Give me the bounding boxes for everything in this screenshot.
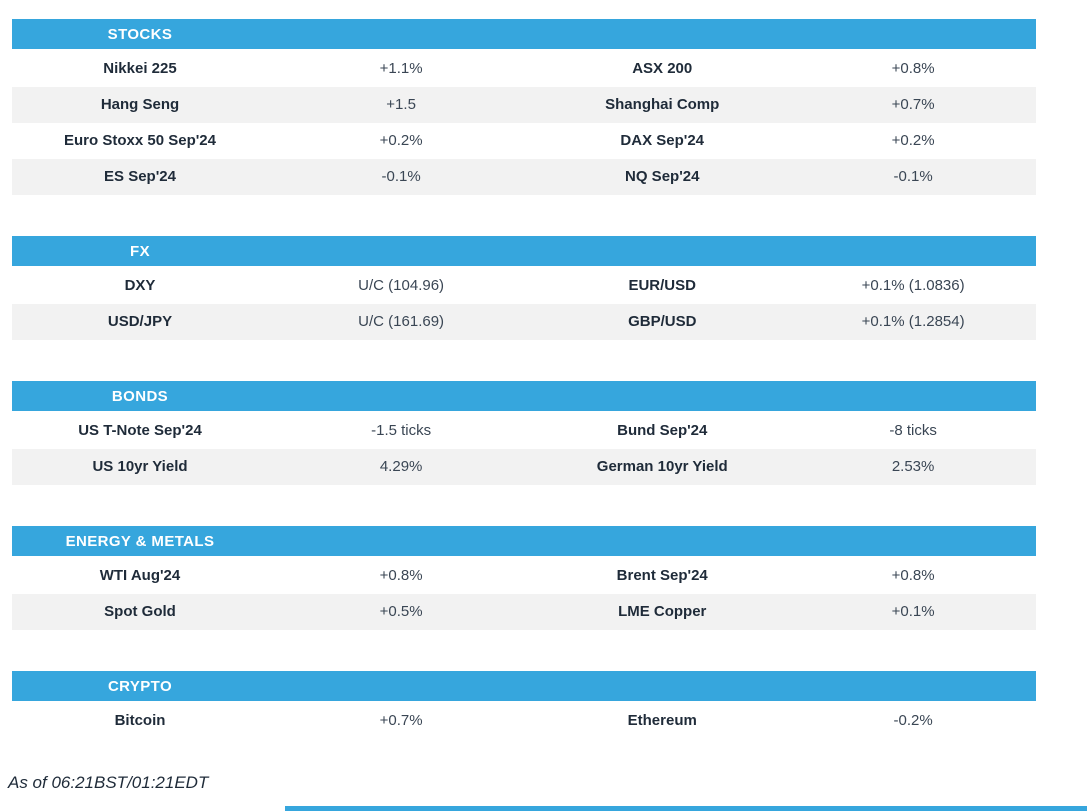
section-header-energy-metals: ENERGY & METALS xyxy=(12,526,1036,556)
section-stocks: STOCKS Nikkei 225 +1.1% ASX 200 +0.8% Ha… xyxy=(12,19,1036,195)
instrument-label: ES Sep'24 xyxy=(104,168,176,185)
change-value: +0.5% xyxy=(379,603,423,620)
change-value: +0.7% xyxy=(891,96,935,113)
instrument-label: WTI Aug'24 xyxy=(99,567,181,584)
section-rows: US T-Note Sep'24 -1.5 ticks Bund Sep'24 … xyxy=(12,413,1036,485)
section-rows: Nikkei 225 +1.1% ASX 200 +0.8% Hang Seng… xyxy=(12,51,1036,195)
section-header-stocks: STOCKS xyxy=(12,19,1036,49)
section-header-crypto: CRYPTO xyxy=(12,671,1036,701)
instrument-label: Shanghai Comp xyxy=(605,96,720,113)
table-row: USD/JPY U/C (161.69) GBP/USD +0.1% (1.28… xyxy=(12,304,1036,340)
instrument-label: GBP/USD xyxy=(628,313,697,330)
change-value: +0.1% (1.0836) xyxy=(861,277,965,294)
change-value: +1.1% xyxy=(379,60,423,77)
change-value: U/C (161.69) xyxy=(358,313,445,330)
instrument-label: DAX Sep'24 xyxy=(620,132,705,149)
section-title: CRYPTO xyxy=(107,677,173,695)
instrument-label: DXY xyxy=(124,277,156,294)
change-value: +0.1% (1.2854) xyxy=(861,313,965,330)
timestamp-note: As of 06:21BST/01:21EDT xyxy=(8,773,209,792)
instrument-label: EUR/USD xyxy=(628,277,696,294)
section-title: BONDS xyxy=(111,387,169,405)
cutoff-section-header-bar xyxy=(285,806,1087,811)
section-energy-metals: ENERGY & METALS WTI Aug'24 +0.8% Brent S… xyxy=(12,526,1036,630)
instrument-label: Euro Stoxx 50 Sep'24 xyxy=(64,132,216,149)
change-value: -0.1% xyxy=(381,168,421,185)
instrument-label: Bitcoin xyxy=(114,712,166,729)
instrument-label: US T-Note Sep'24 xyxy=(78,422,202,439)
instrument-label: ASX 200 xyxy=(632,60,693,77)
section-header-fx: FX xyxy=(12,236,1036,266)
instrument-label: Brent Sep'24 xyxy=(616,567,708,584)
market-tables: STOCKS Nikkei 225 +1.1% ASX 200 +0.8% Ha… xyxy=(12,19,1036,780)
change-value: -0.2% xyxy=(893,712,933,729)
instrument-label: German 10yr Yield xyxy=(596,458,728,475)
instrument-label: Nikkei 225 xyxy=(103,60,177,77)
change-value: 2.53% xyxy=(891,458,935,475)
instrument-label: Hang Seng xyxy=(100,96,180,113)
instrument-label: LME Copper xyxy=(618,603,707,620)
table-row: ES Sep'24 -0.1% NQ Sep'24 -0.1% xyxy=(12,159,1036,195)
section-fx: FX DXY U/C (104.96) EUR/USD +0.1% (1.083… xyxy=(12,236,1036,340)
instrument-label: US 10yr Yield xyxy=(92,458,188,475)
change-value: -1.5 ticks xyxy=(371,422,432,439)
change-value: +0.8% xyxy=(891,567,935,584)
change-value: 4.29% xyxy=(379,458,423,475)
table-row: Hang Seng +1.5 Shanghai Comp +0.7% xyxy=(12,87,1036,123)
change-value: +0.8% xyxy=(891,60,935,77)
change-value: +0.2% xyxy=(891,132,935,149)
table-row: DXY U/C (104.96) EUR/USD +0.1% (1.0836) xyxy=(12,268,1036,304)
section-rows: WTI Aug'24 +0.8% Brent Sep'24 +0.8% Spot… xyxy=(12,558,1036,630)
table-row: Nikkei 225 +1.1% ASX 200 +0.8% xyxy=(12,51,1036,87)
instrument-label: Bund Sep'24 xyxy=(617,422,708,439)
table-row: Euro Stoxx 50 Sep'24 +0.2% DAX Sep'24 +0… xyxy=(12,123,1036,159)
section-crypto: CRYPTO Bitcoin +0.7% Ethereum -0.2% xyxy=(12,671,1036,739)
section-title: FX xyxy=(130,242,150,260)
change-value: -0.1% xyxy=(893,168,933,185)
section-title: ENERGY & METALS xyxy=(65,532,215,550)
table-row: WTI Aug'24 +0.8% Brent Sep'24 +0.8% xyxy=(12,558,1036,594)
change-value: +1.5 xyxy=(386,96,416,113)
change-value: +0.8% xyxy=(379,567,423,584)
change-value: U/C (104.96) xyxy=(358,277,445,294)
change-value: +0.2% xyxy=(379,132,423,149)
table-row: US T-Note Sep'24 -1.5 ticks Bund Sep'24 … xyxy=(12,413,1036,449)
table-row: US 10yr Yield 4.29% German 10yr Yield 2.… xyxy=(12,449,1036,485)
section-rows: DXY U/C (104.96) EUR/USD +0.1% (1.0836) … xyxy=(12,268,1036,340)
instrument-label: NQ Sep'24 xyxy=(625,168,700,185)
section-rows: Bitcoin +0.7% Ethereum -0.2% xyxy=(12,703,1036,739)
change-value: +0.1% xyxy=(891,603,935,620)
section-bonds: BONDS US T-Note Sep'24 -1.5 ticks Bund S… xyxy=(12,381,1036,485)
instrument-label: Ethereum xyxy=(627,712,697,729)
instrument-label: USD/JPY xyxy=(107,313,173,330)
instrument-label: Spot Gold xyxy=(104,603,176,620)
change-value: -8 ticks xyxy=(889,422,937,439)
section-title: STOCKS xyxy=(107,25,173,43)
change-value: +0.7% xyxy=(379,712,423,729)
table-row: Spot Gold +0.5% LME Copper +0.1% xyxy=(12,594,1036,630)
section-header-bonds: BONDS xyxy=(12,381,1036,411)
table-row: Bitcoin +0.7% Ethereum -0.2% xyxy=(12,703,1036,739)
